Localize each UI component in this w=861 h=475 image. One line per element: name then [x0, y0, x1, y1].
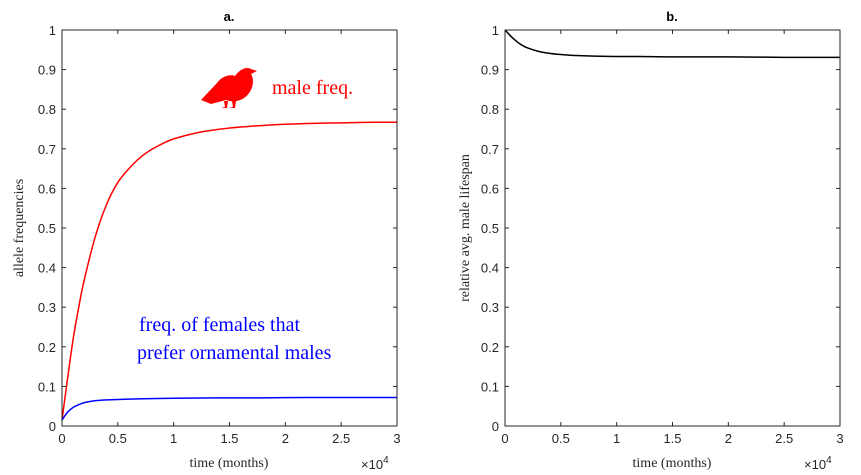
- female-pref-annotation-line1: freq. of females that: [139, 314, 300, 336]
- bird-icon: [201, 67, 257, 108]
- panel-b-y-tick-label: 0.5: [481, 221, 499, 236]
- panel-b-x-tick-label: 0: [501, 431, 508, 446]
- panel-a-series: [61, 121, 398, 421]
- female-pref-annotation-line2: prefer ornamental males: [137, 342, 332, 364]
- panel-b-y-tick-label: 0.3: [481, 300, 499, 315]
- panel-b-y-tick-label: 0: [492, 419, 499, 434]
- panel-b-y-axis-label: relative avg. male lifespan: [458, 154, 473, 302]
- panel-b-y-tick-label: 0.4: [481, 261, 499, 276]
- panel-a-y-tick-label: 1: [49, 23, 56, 38]
- panel-a-y-tick-label: 0: [49, 419, 56, 434]
- panel-a-y-tick-label: 0.5: [38, 221, 56, 236]
- panel-b-x-tick-label: 2.5: [775, 431, 793, 446]
- panel-a-x-tick-label: 2.5: [332, 431, 350, 446]
- panel-a-y-tick-label: 0.3: [38, 300, 56, 315]
- panel-a-x-tick-label: 0.5: [109, 431, 127, 446]
- panel-a-y-tick-label: 0.7: [38, 142, 56, 157]
- panel-a-y-axis-label: allele frequencies: [12, 179, 27, 277]
- panel-a-x-tick-label: 1.5: [220, 431, 238, 446]
- male-freq-annotation: male freq.: [272, 77, 353, 99]
- panel-b-y-tick-label: 0.9: [481, 63, 499, 78]
- panel-a: a. 0 0.5 1 1.5 2 2.5 3 00.10.20.30.40.50.60.70…: [12, 9, 401, 472]
- panel-b-x-tick-label: 1: [613, 431, 620, 446]
- panel-b-axes-box: [504, 29, 841, 427]
- panel-a-title: a.: [224, 9, 235, 24]
- panel-b-series: [504, 29, 841, 59]
- panel-a-x-ticks: 0 0.5 1 1.5 2 2.5 3: [58, 30, 401, 446]
- panel-b-title: b.: [666, 9, 678, 24]
- panel-b-x-axis-label: time (months): [633, 456, 712, 471]
- panel-a-y-ticks: 0 0.1 0.2 0.3 0.4 0.5 0.6 0.7 0.8 0.9 1: [38, 23, 397, 434]
- panel-a-y-tick-label: 0.4: [38, 261, 56, 276]
- panel-a-y-tick-label: 0.9: [38, 63, 56, 78]
- panel-a-series-line-0: [61, 121, 398, 421]
- panel-a-series-line-1: [61, 396, 397, 421]
- panel-a-y-tick-label: 0.1: [38, 379, 56, 394]
- panel-b-x-tick-label: 0.5: [552, 431, 570, 446]
- panel-b-y-ticks: 0 0.1 0.2 0.3 0.4 0.5 0.6 0.7 0.8 0.9 1: [481, 23, 840, 434]
- panel-b-x-tick-label: 1.5: [663, 431, 681, 446]
- panel-a-y-tick-label: 0.6: [38, 181, 56, 196]
- panel-b-y-tick-label: 0.7: [481, 142, 499, 157]
- panel-b-y-tick-label: 0.1: [481, 379, 499, 394]
- panel-b-y-tick-label: 0.6: [481, 181, 499, 196]
- panel-b-y-tick-label: 0.2: [481, 340, 499, 355]
- panel-a-x-tick-label: 1: [170, 431, 177, 446]
- panel-a-y-tick-label: 0.8: [38, 102, 56, 117]
- panel-b-y-tick-label: 1: [492, 23, 499, 38]
- panel-a-x-exponent: ×104: [361, 455, 389, 472]
- panel-a-x-tick-label: 0: [58, 431, 65, 446]
- panel-b-x-tick-label: 3: [836, 431, 843, 446]
- panel-b-x-exponent: ×104: [804, 455, 832, 472]
- panel-b: b. 0 0.5 1 1.5 2 2.5 3 00.10.20.30.40.50.60.70…: [458, 9, 844, 472]
- panel-b-series-line-0: [504, 29, 841, 59]
- panel-a-x-tick-label: 2: [282, 431, 289, 446]
- panel-a-x-tick-label: 3: [393, 431, 400, 446]
- panel-a-y-tick-label: 0.2: [38, 340, 56, 355]
- panel-b-y-tick-label: 0.8: [481, 102, 499, 117]
- panel-a-x-axis-label: time (months): [190, 456, 269, 471]
- panel-b-x-tick-label: 2: [725, 431, 732, 446]
- panel-b-x-ticks: 0 0.5 1 1.5 2 2.5 3: [501, 30, 844, 446]
